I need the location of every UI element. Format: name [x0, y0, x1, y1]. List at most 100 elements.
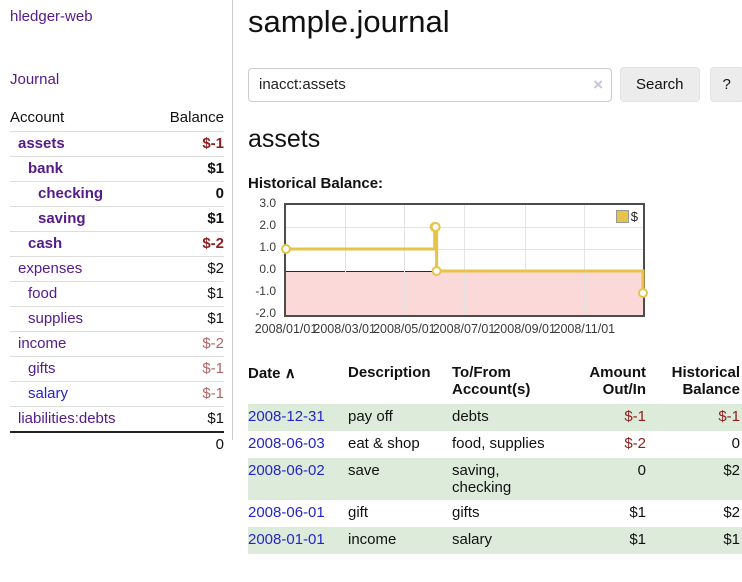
transaction-accounts: salary: [452, 531, 493, 548]
chart-y-labels: 3.0 2.0 1.0 0.0 -1.0 -2.0: [248, 196, 280, 320]
transaction-accounts: gifts: [452, 504, 480, 521]
transaction-historical: $2: [723, 462, 740, 479]
account-link-checking[interactable]: checking: [38, 185, 104, 202]
y-tick-label: 1.0: [259, 240, 276, 254]
account-row-cash: cash $-2: [10, 231, 224, 257]
chart-line-svg: [281, 222, 648, 298]
transaction-historical: $1: [723, 531, 740, 548]
register-row: 2008-06-02 save saving, checking 0 $2: [248, 458, 742, 500]
chart-title: Historical Balance:: [248, 175, 384, 192]
account-balance: $1: [151, 206, 224, 232]
register-header-amount: Amount Out/In: [589, 364, 646, 398]
register-header-historical: Historical Balance: [671, 364, 740, 398]
register-row: 2008-06-03 eat & shop food, supplies $-2…: [248, 431, 742, 458]
account-row-income: income $-2: [10, 331, 224, 357]
legend-swatch-icon: [615, 210, 629, 223]
register-header-description: Description: [348, 364, 431, 381]
accounts-table-header: Account Balance: [10, 105, 224, 132]
accounts-total-row: 0: [10, 431, 224, 457]
chart-point-markers: [281, 222, 648, 298]
account-link-salary[interactable]: salary: [28, 385, 69, 402]
account-link-food[interactable]: food: [28, 285, 58, 302]
account-balance: $1: [151, 406, 224, 432]
transaction-amount: $-2: [624, 435, 646, 452]
register-header-date: Date ∧: [248, 365, 296, 382]
transaction-amount: $1: [629, 531, 646, 548]
x-tick-label: 2008/05/01: [373, 322, 436, 336]
transaction-accounts: saving, checking: [452, 462, 512, 496]
search-input[interactable]: [248, 67, 612, 102]
accounts-table: Account Balance assets $-1 bank $1 check…: [10, 105, 224, 457]
data-point-marker: [281, 244, 291, 254]
transaction-historical: $-1: [718, 408, 740, 425]
account-row-assets: assets $-1: [10, 131, 224, 157]
chart-legend: $: [613, 208, 640, 225]
account-row-checking: checking 0: [10, 181, 224, 207]
y-tick-label: 0.0: [259, 262, 276, 276]
y-tick-label: -1.0: [255, 284, 276, 298]
transaction-description: income: [348, 531, 397, 548]
account-link-supplies[interactable]: supplies: [28, 310, 84, 327]
transaction-description: gift: [348, 504, 369, 521]
transaction-amount: $-1: [624, 408, 646, 425]
search-help-button[interactable]: ?: [709, 67, 742, 102]
account-link-gifts[interactable]: gifts: [28, 360, 56, 377]
historical-balance-chart: 3.0 2.0 1.0 0.0 -1.0 -2.0 $ 2008/01/01 2008/03…: [248, 196, 648, 336]
transaction-historical: $2: [723, 504, 740, 521]
account-balance: $1: [151, 156, 224, 182]
transaction-description: save: [348, 462, 380, 479]
account-balance: $2: [151, 256, 224, 282]
account-link-saving[interactable]: saving: [38, 210, 86, 227]
account-link-liabilities-debts[interactable]: liabilities:debts: [18, 410, 116, 427]
account-heading: assets: [248, 125, 321, 153]
transaction-accounts: debts: [452, 408, 489, 425]
clear-search-icon[interactable]: ×: [593, 74, 603, 94]
register-header-row: Date ∧ Description To/From Account(s) Am…: [248, 360, 742, 404]
account-link-cash[interactable]: cash: [28, 235, 63, 252]
account-row-supplies: supplies $1: [10, 306, 224, 332]
account-link-assets[interactable]: assets: [18, 135, 65, 152]
account-row-gifts: gifts $-1: [10, 356, 224, 382]
account-row-saving: saving $1: [10, 206, 224, 232]
transaction-date-link[interactable]: 2008-06-01: [248, 504, 325, 521]
account-balance: $-1: [151, 131, 224, 157]
account-balance: $-1: [151, 381, 224, 407]
account-row-food: food $1: [10, 281, 224, 307]
sidebar: hledger-web Journal Account Balance asse…: [0, 0, 233, 457]
x-tick-label: 2008/09/01: [493, 322, 556, 336]
transaction-amount: 0: [637, 462, 646, 479]
transaction-date-link[interactable]: 2008-06-03: [248, 435, 325, 452]
account-link-expenses[interactable]: expenses: [18, 260, 83, 277]
x-tick-label: 2008/01/01: [254, 322, 318, 336]
accounts-total-balance: 0: [151, 431, 224, 457]
transaction-date-link[interactable]: 2008-01-01: [248, 531, 325, 548]
account-balance: $1: [151, 306, 224, 332]
sort-ascending-icon: ∧: [284, 365, 296, 382]
account-link-income[interactable]: income: [18, 335, 67, 352]
x-tick-label: 2008/11/01: [553, 322, 616, 336]
transaction-historical: 0: [731, 435, 740, 452]
y-tick-label: 2.0: [259, 218, 276, 232]
data-point-marker: [430, 222, 441, 232]
search-button[interactable]: Search: [620, 67, 700, 102]
journal-link[interactable]: Journal: [10, 71, 60, 88]
account-row-bank: bank $1: [10, 156, 224, 182]
register-row: 2008-06-01 gift gifts $1 $2: [248, 500, 742, 527]
account-balance: $-1: [151, 356, 224, 382]
legend-label: $: [630, 209, 638, 224]
transaction-date-link[interactable]: 2008-12-31: [248, 408, 325, 425]
data-point-marker: [431, 266, 442, 276]
x-tick-label: 2008/07/01: [432, 322, 496, 336]
register-row: 2008-01-01 income salary $1 $1: [248, 527, 742, 554]
transaction-accounts: food, supplies: [452, 435, 545, 452]
account-balance: $-2: [151, 331, 224, 357]
app-title[interactable]: hledger-web: [10, 8, 93, 25]
account-link-bank[interactable]: bank: [28, 160, 64, 177]
main-content: sample.journal × Search ? assets Histori…: [248, 0, 742, 554]
accounts-header-account: Account: [10, 109, 65, 126]
account-balance: $-2: [151, 231, 224, 257]
transaction-date-link[interactable]: 2008-06-02: [248, 462, 325, 479]
account-balance: 0: [151, 181, 224, 207]
balance-chart-plot[interactable]: $: [281, 203, 648, 317]
transaction-amount: $1: [629, 504, 646, 521]
